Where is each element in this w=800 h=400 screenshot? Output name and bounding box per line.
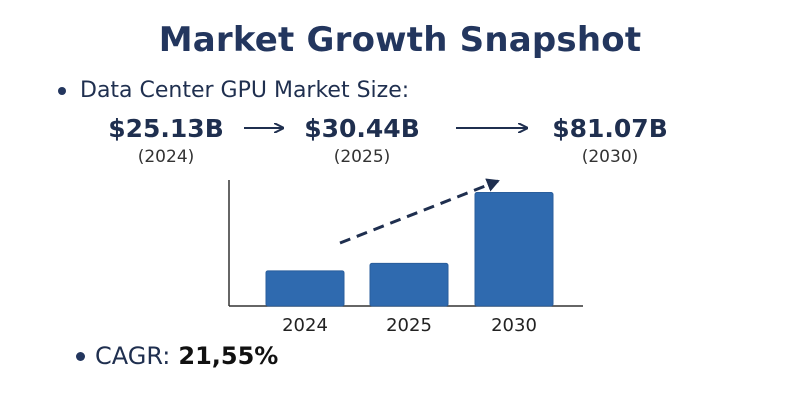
subtitle-bullet: Data Center GPU Market Size: — [58, 78, 409, 103]
milestone-year: (2030) — [581, 147, 639, 167]
milestone-2024: $25.13B (2024) — [96, 114, 236, 167]
x-tick-label: 2024 — [282, 315, 328, 336]
cagr-value: 21,55% — [178, 342, 279, 370]
milestone-year: (2025) — [333, 147, 391, 167]
cagr-label: CAGR: — [95, 342, 171, 370]
milestone-value: $81.07B — [552, 114, 668, 143]
bullet-dot-icon — [58, 86, 66, 95]
x-tick-label: 2025 — [386, 315, 432, 336]
bar-2024 — [265, 270, 345, 307]
milestone-value: $30.44B — [304, 114, 420, 143]
bar-2030 — [474, 192, 554, 307]
trend-arrow-icon — [339, 178, 500, 245]
bar-chart: 2024 2025 2030 — [228, 180, 583, 336]
cagr-bullet: CAGR: 21,55% — [76, 342, 278, 370]
milestone-year: (2024) — [137, 147, 195, 167]
x-tick-label: 2030 — [491, 315, 537, 336]
bullet-dot-icon — [76, 351, 85, 361]
milestone-2030: $81.07B (2030) — [540, 114, 680, 167]
page-title: Market Growth Snapshot — [158, 20, 642, 60]
bar-2025 — [369, 262, 449, 307]
milestone-value: $25.13B — [108, 114, 224, 143]
milestone-2025: $30.44B (2025) — [292, 114, 432, 167]
subtitle-text: Data Center GPU Market Size: — [80, 78, 410, 103]
